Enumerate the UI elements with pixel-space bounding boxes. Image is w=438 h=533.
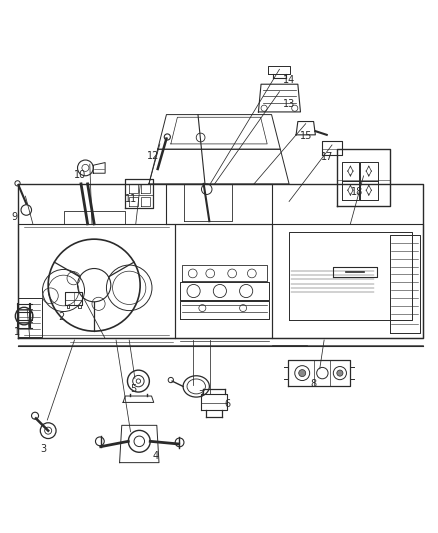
Text: 13: 13 bbox=[283, 99, 295, 109]
Circle shape bbox=[337, 370, 343, 376]
Text: 7: 7 bbox=[198, 391, 205, 400]
Text: 14: 14 bbox=[283, 75, 295, 85]
Text: 2: 2 bbox=[58, 312, 64, 321]
Circle shape bbox=[299, 369, 306, 377]
Text: 17: 17 bbox=[321, 152, 334, 162]
Text: 3: 3 bbox=[41, 444, 47, 454]
Text: 9: 9 bbox=[11, 213, 17, 222]
Text: 10: 10 bbox=[74, 170, 86, 180]
Text: 12: 12 bbox=[147, 151, 159, 160]
Text: 11: 11 bbox=[125, 195, 138, 204]
Text: 6: 6 bbox=[225, 399, 231, 409]
Text: 4: 4 bbox=[152, 451, 159, 461]
Text: 15: 15 bbox=[300, 131, 313, 141]
Text: 8: 8 bbox=[310, 379, 316, 389]
Text: 1: 1 bbox=[14, 327, 20, 336]
Text: 5: 5 bbox=[131, 384, 137, 394]
Text: 18: 18 bbox=[351, 187, 363, 197]
